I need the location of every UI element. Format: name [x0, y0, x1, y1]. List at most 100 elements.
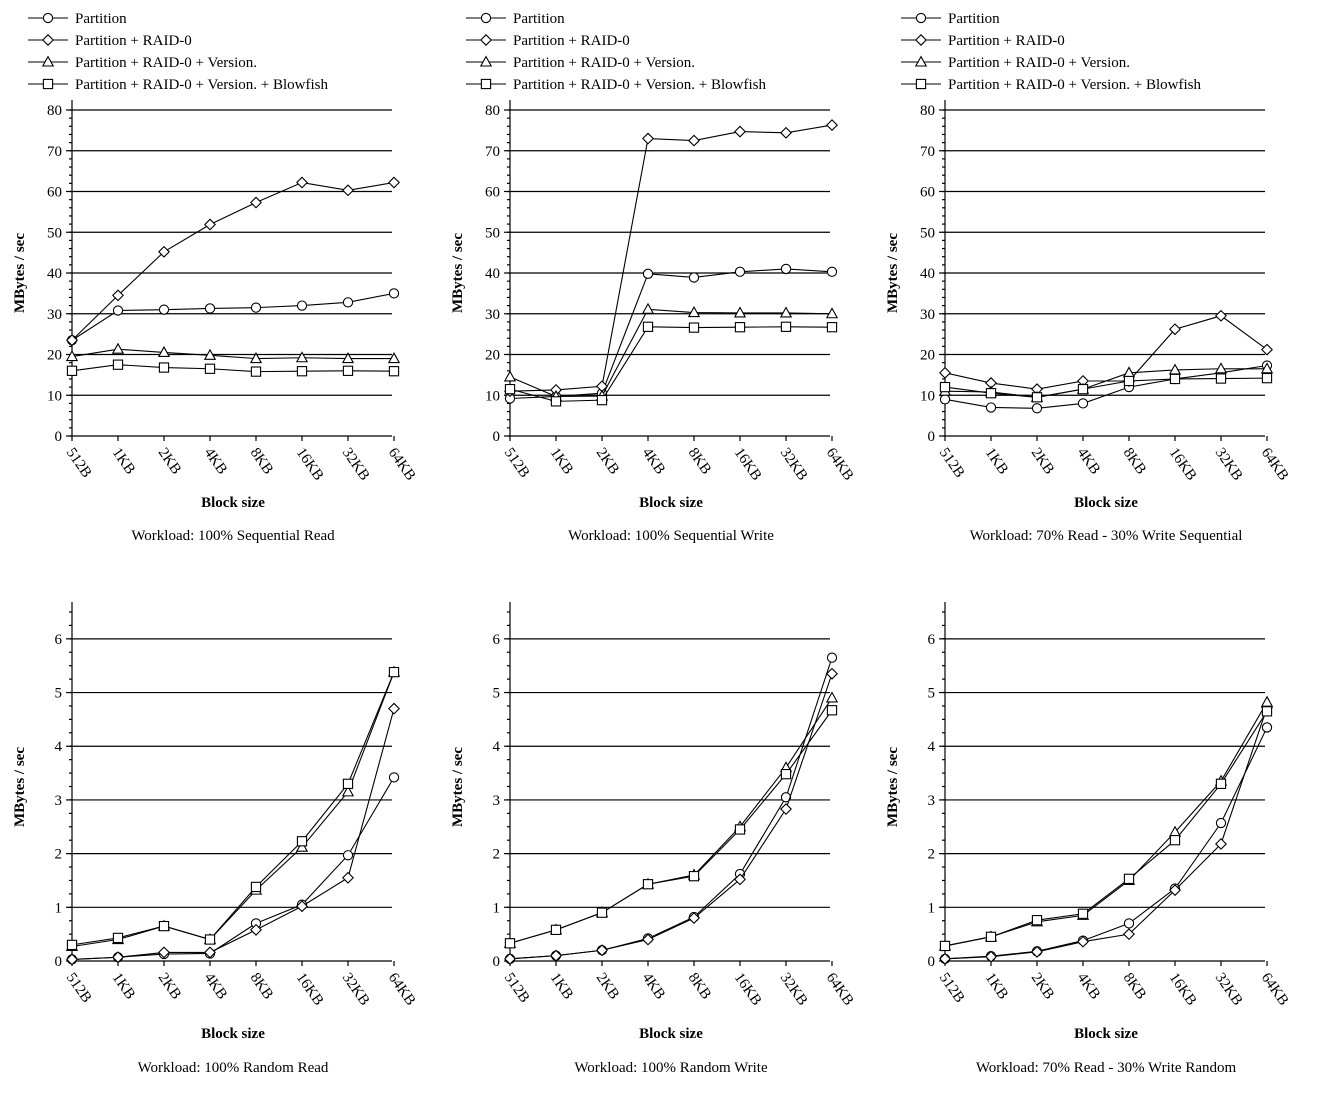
legend-item: Partition + RAID-0 — [901, 33, 1065, 49]
diamond-marker — [826, 119, 838, 132]
square-marker — [915, 78, 927, 90]
x-tick-label: 8KB — [685, 445, 714, 477]
x-tick-label: 64KB — [385, 445, 419, 484]
chart-caption: Workload: 100% Sequential Write — [568, 528, 774, 544]
y-tick-label: 2 — [55, 847, 63, 863]
x-axis-title: Block size — [1074, 1026, 1138, 1042]
series-4 — [504, 705, 838, 949]
legend: Partition Partition + RAID-0 Partition + R… — [901, 11, 1202, 93]
y-tick-label: 3 — [928, 793, 936, 809]
square-marker — [1031, 392, 1043, 403]
y-tick-label: 5 — [928, 686, 936, 702]
triangle-marker — [111, 342, 125, 354]
diamond-marker — [296, 176, 308, 189]
series-line — [71, 671, 395, 948]
square-marker — [780, 321, 792, 332]
series-line — [509, 673, 833, 960]
y-tick-label: 40 — [485, 266, 500, 282]
x-tick-label: 1KB — [109, 970, 138, 1002]
legend: Partition Partition + RAID-0 Partition + R… — [466, 11, 767, 93]
triangle-marker — [65, 350, 79, 362]
circle-marker — [642, 268, 654, 279]
y-tick-label: 60 — [47, 185, 62, 201]
x-tick-label: 4KB — [639, 445, 668, 477]
series-line — [71, 292, 395, 341]
square-marker — [1031, 915, 1043, 926]
x-tick-label: 8KB — [247, 445, 276, 477]
series-line — [944, 364, 1268, 409]
square-marker — [688, 322, 700, 333]
y-tick-label: 60 — [920, 185, 935, 201]
y-tick-label: 10 — [485, 388, 500, 404]
y-axis-title: MBytes / sec — [885, 747, 901, 827]
square-marker — [826, 705, 838, 716]
triangle-marker — [295, 351, 309, 363]
circle-marker — [112, 305, 124, 316]
square-marker — [939, 940, 951, 952]
square-marker — [826, 322, 838, 333]
x-axis-title: Block size — [639, 495, 703, 511]
diamond-marker — [342, 871, 354, 884]
diamond-marker — [42, 34, 54, 46]
triangle-marker — [1260, 362, 1274, 374]
circle-marker — [250, 302, 262, 313]
y-tick-label: 20 — [920, 348, 935, 364]
diamond-marker — [250, 196, 262, 209]
square-marker — [596, 907, 608, 918]
diamond-marker — [1169, 323, 1181, 336]
y-tick-label: 3 — [55, 793, 63, 809]
x-tick-label: 1KB — [982, 970, 1011, 1002]
series-line — [71, 708, 395, 960]
y-axis-title: MBytes / sec — [450, 233, 466, 313]
y-tick-label: 30 — [485, 307, 500, 323]
square-marker — [550, 396, 562, 407]
diamond-marker — [642, 132, 654, 145]
legend-label: Partition — [948, 11, 1000, 27]
square-marker — [1123, 375, 1135, 387]
chart-panel-6: 0 1 2 3 4 5 6 512B 1KB 2KB 4KB 8KB 16KB 32KB 64KB Block… — [885, 602, 1291, 1076]
x-tick-label: 1KB — [982, 445, 1011, 477]
square-marker — [734, 322, 746, 333]
square-marker — [204, 363, 216, 374]
y-tick-label: 30 — [47, 307, 62, 323]
x-tick-label: 2KB — [593, 445, 622, 477]
y-tick-label: 0 — [493, 954, 501, 970]
diamond-marker — [112, 951, 124, 964]
x-tick-label: 512B — [501, 970, 533, 1006]
y-tick-label: 20 — [47, 348, 62, 364]
diamond-marker — [204, 946, 216, 959]
x-tick-label: 1KB — [109, 445, 138, 477]
square-marker — [642, 321, 654, 332]
x-tick-label: 2KB — [1028, 970, 1057, 1002]
x-tick-label: 64KB — [1258, 970, 1292, 1009]
legend-item: Partition — [28, 11, 127, 27]
x-tick-label: 64KB — [385, 970, 419, 1009]
series-line — [509, 709, 833, 944]
diamond-marker — [826, 667, 838, 680]
square-marker — [1169, 373, 1181, 385]
y-tick-label: 3 — [493, 793, 501, 809]
diamond-marker — [504, 952, 516, 965]
x-tick-label: 16KB — [293, 970, 327, 1009]
chart-panel-4: 0 1 2 3 4 5 6 512B 1KB 2KB 4KB 8KB 16KB 32KB 64KB Block… — [12, 602, 418, 1076]
circle-marker — [204, 303, 216, 314]
diamond-marker — [780, 126, 792, 139]
x-tick-label: 8KB — [1120, 445, 1149, 477]
x-tick-label: 32KB — [1212, 970, 1246, 1009]
y-tick-label: 30 — [920, 307, 935, 323]
series-line — [509, 697, 833, 944]
square-marker — [642, 879, 654, 890]
x-tick-label: 4KB — [1074, 445, 1103, 477]
x-tick-label: 8KB — [685, 970, 714, 1002]
y-tick-label: 0 — [493, 429, 501, 445]
chart-panel-1: Partition Partition + RAID-0 Partition + R… — [12, 11, 418, 544]
triangle-marker — [295, 840, 309, 852]
y-tick-label: 20 — [485, 348, 500, 364]
x-tick-label: 4KB — [201, 970, 230, 1002]
legend-item: Partition + RAID-0 + Version. + Blowfish — [28, 77, 329, 93]
x-tick-label: 16KB — [731, 970, 765, 1009]
gridlines: 0 10 20 30 40 50 60 70 80 — [485, 103, 830, 445]
y-axis-title: MBytes / sec — [885, 233, 901, 313]
legend-item: Partition + RAID-0 + Version. — [28, 55, 257, 71]
